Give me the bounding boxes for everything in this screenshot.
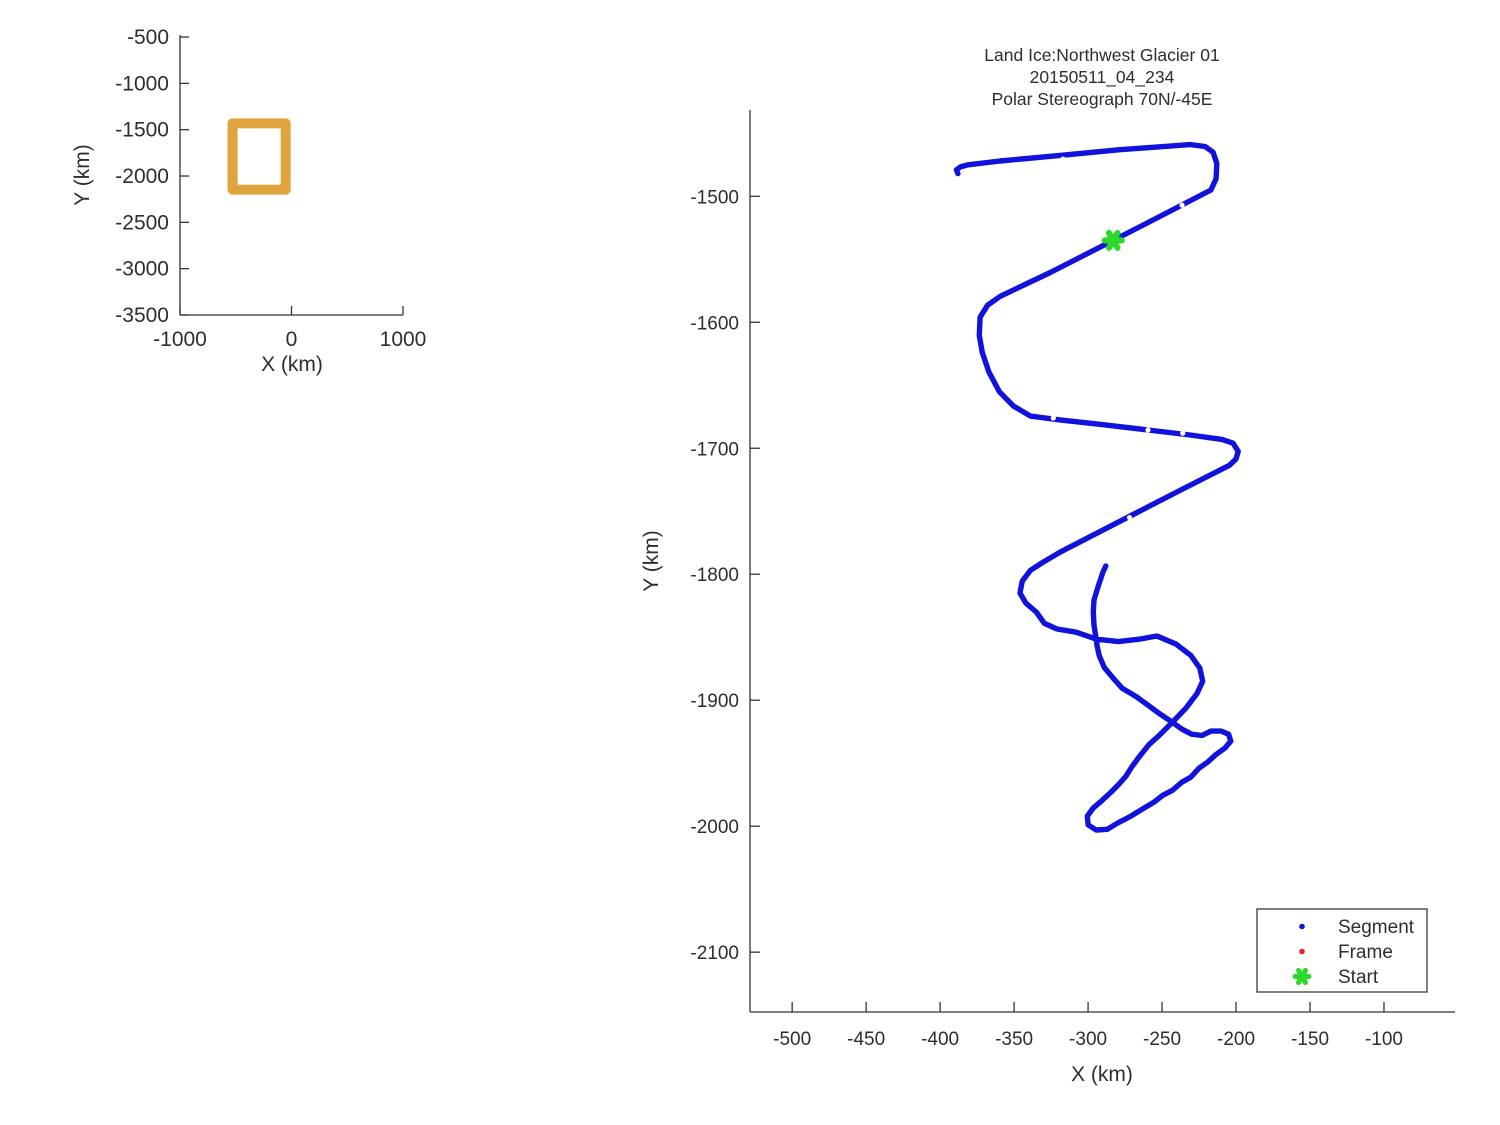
main-x-tick-label: -500 bbox=[773, 1029, 811, 1050]
legend: Segment Frame Start bbox=[1256, 908, 1428, 993]
overview-x-tick-label: -1000 bbox=[153, 328, 207, 351]
main-x-tick-label: -400 bbox=[921, 1029, 959, 1050]
legend-frame bbox=[1256, 908, 1428, 993]
overview-y-tick-label: -3000 bbox=[115, 258, 169, 281]
main-axes: -500 -450 -400 -350 -300 -250 -200 -150 -100 -150… bbox=[690, 110, 1455, 1050]
segment-dot-icon bbox=[1299, 923, 1305, 930]
coverage-box bbox=[227, 118, 291, 195]
overview-y-tick-label: -1000 bbox=[115, 72, 169, 95]
main-title-line-3: Polar Stereograph 70N/-45E bbox=[992, 89, 1213, 109]
overview-y-tick-label: -2500 bbox=[115, 211, 169, 234]
main-y-tick-label: -1500 bbox=[690, 187, 739, 208]
start-marker-icon bbox=[1101, 229, 1125, 251]
segment-gap bbox=[1180, 430, 1186, 436]
track-segment-gaps bbox=[1050, 156, 1186, 521]
segment-gap bbox=[1060, 156, 1066, 162]
segment-gap bbox=[1145, 427, 1151, 433]
main-x-tick-label: -100 bbox=[1365, 1029, 1403, 1050]
main-title-line-1: Land Ice:Northwest Glacier 01 bbox=[984, 45, 1219, 65]
overview-plot: -1000 0 1000 -500 -1000 -1500 -2000 -2500 -3000 -… bbox=[71, 26, 426, 376]
segment-gap bbox=[1179, 202, 1185, 208]
main-plot: -500 -450 -400 -350 -300 -250 -200 -150 -100 -150… bbox=[640, 45, 1455, 1086]
overview-y-tick-label: -3500 bbox=[115, 304, 169, 327]
main-x-tick-label: -200 bbox=[1217, 1029, 1255, 1050]
main-xlabel: X (km) bbox=[1071, 1063, 1133, 1086]
main-y-tick-label: -1900 bbox=[690, 691, 739, 712]
legend-label-start: Start bbox=[1338, 967, 1379, 988]
overview-y-tick-label: -500 bbox=[127, 26, 169, 49]
main-y-tick-label: -1700 bbox=[690, 439, 739, 460]
main-y-tick-label: -2100 bbox=[690, 943, 739, 964]
start-asterisk-icon bbox=[1292, 967, 1312, 986]
overview-y-tick-label: -2000 bbox=[115, 165, 169, 188]
main-y-tick-label: -1600 bbox=[690, 313, 739, 334]
overview-y-tick-label: -1500 bbox=[115, 119, 169, 142]
overview-axes: -1000 0 1000 -500 -1000 -1500 -2000 -2500 -3000 -… bbox=[115, 26, 426, 351]
start-marker-spoke bbox=[1105, 229, 1121, 251]
main-y-tick-label: -2000 bbox=[690, 817, 739, 838]
main-x-tick-label: -300 bbox=[1069, 1029, 1107, 1050]
main-x-tick-label: -250 bbox=[1143, 1029, 1181, 1050]
main-x-tick-label: -150 bbox=[1291, 1029, 1329, 1050]
frame-dot-icon bbox=[1299, 948, 1305, 955]
segment-gap bbox=[1126, 514, 1133, 521]
main-y-tick-label: -1800 bbox=[690, 565, 739, 586]
legend-label-segment: Segment bbox=[1338, 917, 1415, 938]
overview-xlabel: X (km) bbox=[261, 353, 323, 376]
segment-gap bbox=[1050, 415, 1056, 421]
main-x-tick-label: -450 bbox=[847, 1029, 885, 1050]
overview-x-tick-label: 0 bbox=[286, 328, 298, 351]
main-x-tick-label: -350 bbox=[995, 1029, 1033, 1050]
main-title-line-2: 20150511_04_234 bbox=[1030, 67, 1175, 88]
legend-label-frame: Frame bbox=[1338, 942, 1393, 963]
overview-ylabel: Y (km) bbox=[71, 144, 94, 205]
main-ylabel: Y (km) bbox=[640, 530, 663, 591]
overview-x-tick-label: 1000 bbox=[380, 328, 427, 351]
flight-track-segment-line bbox=[953, 141, 1241, 833]
